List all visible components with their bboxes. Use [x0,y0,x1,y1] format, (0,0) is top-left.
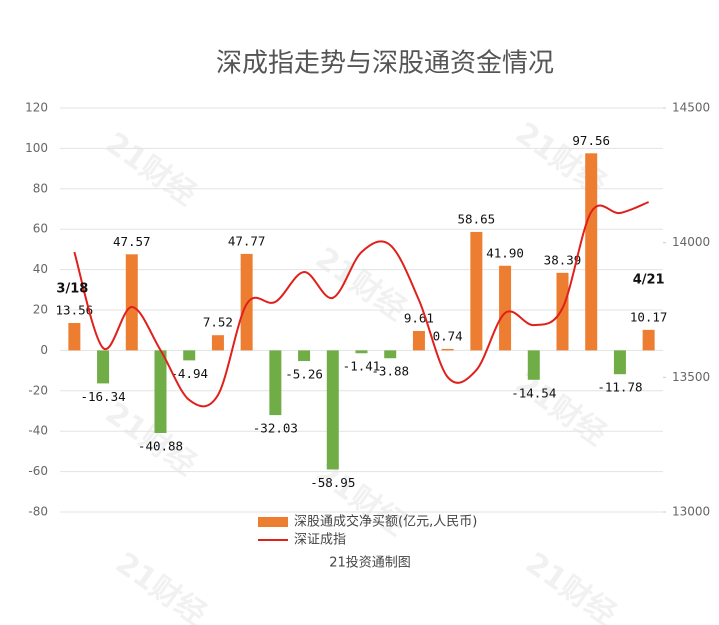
bar [326,350,339,470]
data-label: 97.56 [572,133,610,148]
bar [183,350,196,361]
data-label: -1.41 [343,359,381,374]
data-label: 0.74 [433,328,463,343]
bar [613,350,626,375]
data-label: -11.78 [597,380,642,395]
data-label: 47.77 [228,233,266,248]
y-tick-label: 20 [33,303,48,317]
bar [441,348,454,351]
data-label: -14.54 [511,385,556,400]
y-tick-label: 40 [33,262,48,276]
bar [154,350,167,433]
data-label: 7.52 [203,315,233,330]
data-label: 58.65 [458,211,496,226]
bar [125,254,138,351]
bar [384,350,397,359]
y-tick-label: 80 [33,181,48,195]
y-tick-label: -80 [28,505,48,519]
bar [240,253,253,351]
bar [68,323,81,351]
line [73,201,650,408]
y2-tick-label: 14000 [672,235,710,249]
bar [412,330,425,351]
bar [470,231,483,351]
bar [642,329,655,351]
chart-title: 深成指走势与深股通资金情况 [216,49,554,79]
bar [527,350,540,380]
y-tick-label: 120 [25,101,48,115]
data-label: 9.61 [404,310,434,325]
data-label: 13.56 [56,303,94,318]
watermark: 21财经 [309,456,412,543]
y-tick-label: 100 [25,141,48,155]
legend-label: 深股通成交净买额(亿元,人民币) [294,514,477,530]
data-label: -16.34 [80,389,125,404]
data-label: -40.88 [138,438,183,453]
data-label: -4.94 [170,366,208,381]
watermark: 21财经 [99,126,202,213]
data-label: -3.88 [371,364,409,379]
bar [499,265,512,351]
bar [298,350,311,362]
bar [585,153,598,351]
bar [97,350,110,384]
bar [355,350,368,354]
data-label: 41.90 [486,245,524,260]
y-tick-label: 0 [40,343,48,357]
bar [269,350,282,416]
bar [211,335,224,351]
legend-label: 深证成指 [294,533,346,548]
bar [556,272,569,351]
y-tick-label: -60 [28,464,48,478]
annotation: 3/18 [56,282,88,297]
watermark: 21财经 [519,546,622,625]
data-label: 38.39 [544,252,582,267]
annotation: 4/21 [633,272,665,287]
y-tick-label: -20 [28,383,48,397]
y2-tick-label: 13000 [672,505,710,519]
y-tick-label: -40 [28,424,48,438]
data-label: -32.03 [253,421,298,436]
source: 21投资通制图 [329,555,411,571]
watermark: 21财经 [109,546,212,625]
data-label: -58.95 [310,475,355,490]
data-label: 47.57 [113,234,151,249]
data-label: -5.26 [285,367,323,382]
data-label: 10.17 [630,309,668,324]
legend-swatch [258,517,288,527]
y2-tick-label: 13500 [672,370,710,384]
y-tick-label: 60 [33,222,48,236]
y2-tick-label: 14500 [672,101,710,115]
